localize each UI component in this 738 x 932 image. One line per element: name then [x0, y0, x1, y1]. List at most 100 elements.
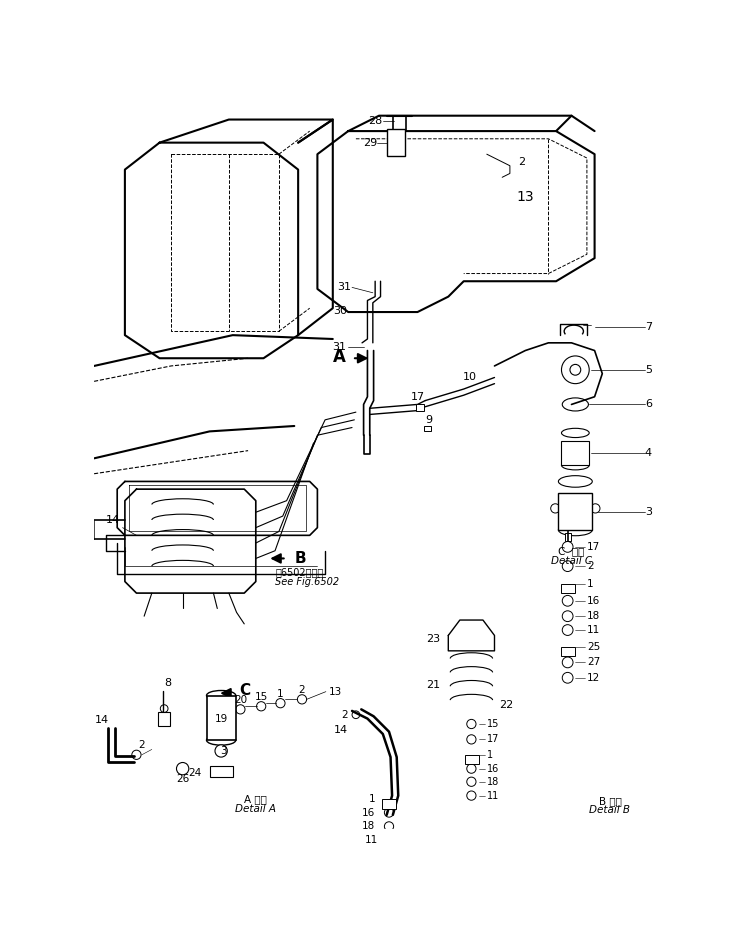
- Text: A: A: [333, 348, 346, 365]
- Text: 20: 20: [234, 695, 247, 706]
- Text: 31: 31: [337, 282, 351, 293]
- Text: 16: 16: [362, 807, 375, 817]
- Bar: [158, 712, 170, 726]
- Text: 14: 14: [334, 725, 348, 735]
- Circle shape: [562, 672, 573, 683]
- Text: 7: 7: [645, 322, 652, 333]
- Text: 8: 8: [165, 678, 171, 688]
- Bar: [210, 766, 232, 777]
- Circle shape: [562, 356, 589, 384]
- Text: 31: 31: [332, 342, 346, 351]
- Circle shape: [590, 504, 600, 513]
- Text: 14: 14: [94, 715, 109, 725]
- Circle shape: [176, 762, 189, 774]
- Bar: [416, 404, 424, 411]
- Text: 13: 13: [329, 687, 342, 696]
- Circle shape: [562, 610, 573, 622]
- Text: 1: 1: [587, 579, 593, 589]
- Circle shape: [562, 657, 573, 668]
- Text: B: B: [294, 551, 306, 566]
- Ellipse shape: [562, 398, 588, 411]
- Text: 5: 5: [645, 364, 652, 375]
- Text: Detail B: Detail B: [590, 805, 630, 816]
- Circle shape: [352, 711, 359, 719]
- Ellipse shape: [559, 524, 593, 536]
- Text: 22: 22: [499, 700, 513, 710]
- Text: 25: 25: [587, 642, 600, 652]
- Circle shape: [466, 764, 476, 774]
- Bar: [465, 755, 479, 764]
- Text: 30: 30: [334, 306, 348, 316]
- Text: 17: 17: [410, 391, 424, 402]
- Text: C: C: [239, 683, 250, 698]
- Text: 28: 28: [368, 116, 382, 126]
- Circle shape: [257, 702, 266, 711]
- Circle shape: [297, 694, 306, 704]
- Circle shape: [387, 836, 397, 845]
- Text: 24: 24: [189, 767, 202, 777]
- Ellipse shape: [562, 429, 589, 437]
- Bar: [559, 493, 593, 530]
- Text: 17: 17: [587, 541, 600, 552]
- Text: 18: 18: [487, 776, 499, 787]
- Text: 1: 1: [487, 749, 493, 760]
- Circle shape: [562, 624, 573, 636]
- Text: 23: 23: [426, 635, 440, 644]
- Text: 第6502図参照: 第6502図参照: [275, 568, 323, 577]
- Text: B 詳細: B 詳細: [599, 796, 621, 806]
- Text: Detail C: Detail C: [551, 555, 592, 566]
- Text: 29: 29: [362, 138, 377, 147]
- Circle shape: [160, 705, 168, 712]
- Text: 17: 17: [487, 734, 499, 745]
- Text: 11: 11: [365, 835, 379, 845]
- Bar: [562, 647, 576, 656]
- Circle shape: [276, 699, 285, 707]
- Bar: [207, 695, 235, 740]
- Text: 11: 11: [487, 790, 499, 801]
- Circle shape: [466, 734, 476, 744]
- Circle shape: [551, 504, 560, 513]
- Text: 2: 2: [341, 710, 348, 720]
- Bar: [565, 533, 570, 541]
- Bar: [387, 129, 405, 156]
- Circle shape: [466, 720, 476, 729]
- Text: 2: 2: [138, 740, 145, 749]
- Text: A 詳細: A 詳細: [244, 794, 267, 804]
- Bar: [562, 583, 576, 593]
- Circle shape: [570, 364, 581, 376]
- Text: 26: 26: [176, 774, 189, 784]
- Text: 2: 2: [299, 685, 306, 695]
- Ellipse shape: [207, 735, 235, 746]
- Text: 1: 1: [277, 689, 283, 699]
- Ellipse shape: [207, 691, 235, 701]
- Circle shape: [466, 791, 476, 801]
- Text: 14: 14: [106, 515, 120, 525]
- Circle shape: [562, 561, 573, 571]
- Text: 11: 11: [587, 625, 600, 635]
- Text: C  詳細: C 詳細: [559, 546, 584, 555]
- Text: 21: 21: [426, 680, 440, 691]
- Text: 15: 15: [255, 692, 268, 702]
- Text: 6: 6: [645, 400, 652, 409]
- Text: 13: 13: [517, 189, 534, 203]
- Text: 12: 12: [587, 673, 600, 683]
- Text: Detail A: Detail A: [235, 803, 276, 814]
- Ellipse shape: [559, 475, 593, 487]
- Bar: [424, 426, 431, 432]
- Text: 3: 3: [220, 746, 227, 756]
- Text: 15: 15: [487, 719, 499, 729]
- Text: 18: 18: [362, 821, 375, 831]
- Circle shape: [562, 596, 573, 606]
- Text: 9: 9: [426, 415, 432, 425]
- Text: 2: 2: [518, 157, 525, 167]
- Circle shape: [384, 822, 393, 831]
- Circle shape: [235, 705, 245, 714]
- Text: 27: 27: [587, 657, 600, 667]
- Ellipse shape: [562, 460, 589, 470]
- Text: 19: 19: [215, 714, 228, 723]
- Text: 18: 18: [587, 611, 600, 622]
- Circle shape: [466, 777, 476, 787]
- Text: 3: 3: [645, 507, 652, 517]
- Circle shape: [562, 541, 573, 553]
- Text: 2: 2: [587, 561, 593, 571]
